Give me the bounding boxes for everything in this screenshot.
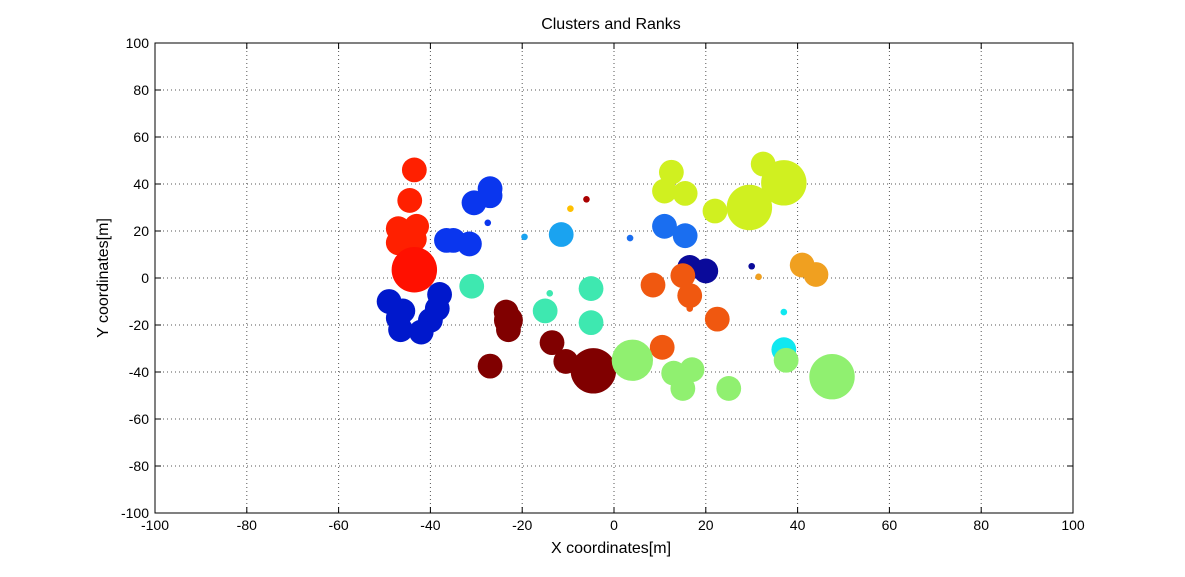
scatter-point xyxy=(626,234,634,242)
scatter-point xyxy=(397,188,423,213)
scatter-point xyxy=(611,339,654,381)
scatter-point xyxy=(658,159,684,185)
scatter-point xyxy=(548,222,574,247)
y-tick-label: -60 xyxy=(129,411,149,427)
chart-title: Clusters and Ranks xyxy=(541,16,681,33)
scatter-point xyxy=(809,353,855,400)
y-tick-label: -40 xyxy=(129,364,149,380)
scatter-point xyxy=(693,258,719,284)
scatter-point xyxy=(755,273,762,281)
scatter-point xyxy=(578,276,604,301)
y-tick-label: 40 xyxy=(133,176,149,192)
scatter-point xyxy=(803,262,829,287)
scatter-point xyxy=(401,226,427,252)
scatter-point xyxy=(408,319,434,345)
scatter-point xyxy=(670,263,696,289)
scatter-point xyxy=(672,223,698,249)
x-tick-label: 60 xyxy=(882,517,898,533)
scatter-point xyxy=(578,310,604,336)
y-tick-label: -20 xyxy=(129,317,149,333)
scatter-point xyxy=(401,157,427,183)
scatter-point xyxy=(532,298,558,324)
scatter-point xyxy=(748,262,756,270)
scatter-point xyxy=(459,273,485,299)
x-tick-label: -20 xyxy=(512,517,532,533)
scatter-point xyxy=(773,347,799,373)
scatter-point xyxy=(672,181,698,206)
y-tick-label: 100 xyxy=(126,35,150,51)
scatter-point xyxy=(640,272,666,298)
y-tick-label: -100 xyxy=(121,505,149,521)
scatter-point xyxy=(477,353,503,379)
x-tick-label: 40 xyxy=(790,517,806,533)
scatter-point xyxy=(484,219,492,227)
y-tick-label: 80 xyxy=(133,82,149,98)
scatter-point xyxy=(761,160,807,206)
scatter-point xyxy=(780,308,788,316)
y-axis-label: Y coordinates[m] xyxy=(95,218,112,338)
scatter-point xyxy=(679,357,705,383)
y-tick-label: 0 xyxy=(141,270,149,286)
scatter-point xyxy=(652,213,677,239)
scatter-point xyxy=(670,376,696,401)
scatter-point xyxy=(652,178,677,204)
scatter-point xyxy=(567,205,574,212)
scatter-point xyxy=(686,305,694,312)
scatter-point xyxy=(570,348,617,394)
scatter-point xyxy=(727,376,735,384)
scatter-point xyxy=(583,195,590,203)
scatter-point xyxy=(704,306,730,332)
x-tick-label: 80 xyxy=(973,517,989,533)
scatter-point xyxy=(726,184,773,231)
y-tick-label: 60 xyxy=(133,129,149,145)
x-tick-label: 100 xyxy=(1061,517,1085,533)
x-tick-label: -80 xyxy=(237,517,257,533)
x-tick-label: -60 xyxy=(328,517,348,533)
y-tick-label: -80 xyxy=(129,458,149,474)
scatter-point xyxy=(498,328,505,336)
scatter-point xyxy=(677,283,703,309)
scatter-point xyxy=(391,247,438,293)
scatter-point xyxy=(649,334,675,360)
data-points xyxy=(376,151,855,401)
scatter-point xyxy=(702,198,728,224)
x-tick-label: -100 xyxy=(141,517,169,533)
scatter-point xyxy=(496,317,521,343)
y-tick-label: 20 xyxy=(133,223,149,239)
x-axis-label: X coordinates[m] xyxy=(551,540,671,557)
x-tick-label: -40 xyxy=(420,517,440,533)
scatter-point xyxy=(716,376,742,401)
scatter-point xyxy=(546,289,554,297)
grid-lines xyxy=(155,43,1073,513)
scatter-point xyxy=(539,330,565,356)
x-tick-label: 20 xyxy=(698,517,714,533)
scatter-point xyxy=(521,233,528,241)
scatter-point xyxy=(388,317,413,343)
axis-ticks: -100 -80 -60 -40 -20 0 20 40 60 80 100 -100 -80 -60 -4… xyxy=(121,35,1085,533)
scatter-point xyxy=(457,231,482,257)
scatter-point xyxy=(461,190,487,216)
x-tick-label: 0 xyxy=(610,517,618,533)
